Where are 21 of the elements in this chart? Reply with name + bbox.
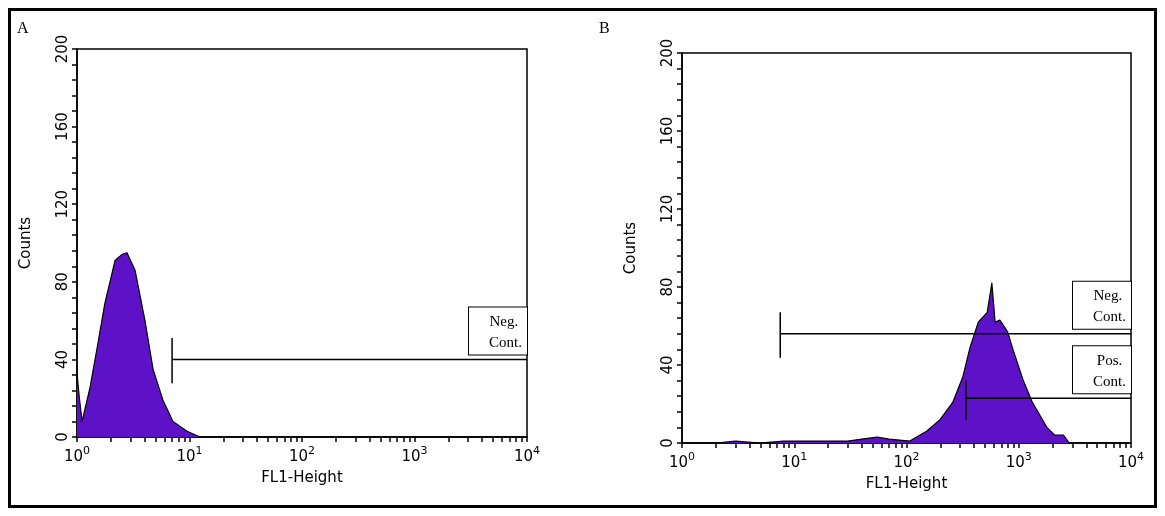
y-axis-title: Counts xyxy=(15,216,34,270)
series-label: Neg. Cont. xyxy=(1093,287,1126,325)
y-tick-label: 160 xyxy=(52,112,71,141)
chart-title: A xyxy=(17,18,29,36)
y-tick-label: 120 xyxy=(657,194,676,224)
y-tick-label: 200 xyxy=(52,34,71,64)
series-label: Neg. Cont. xyxy=(489,312,522,350)
y-tick-label: 80 xyxy=(657,277,676,297)
y-tick-label: 120 xyxy=(52,189,71,219)
x-axis-title: FL1-Height xyxy=(865,473,948,492)
series-label: Pos. Cont. xyxy=(1093,351,1126,389)
y-tick-label: 160 xyxy=(657,116,676,146)
y-tick-label: 80 xyxy=(52,272,71,292)
x-axis-title: FL1-Height xyxy=(261,467,343,486)
y-tick-label: 40 xyxy=(657,355,676,375)
y-tick-label: 0 xyxy=(52,432,71,442)
y-axis-title: Counts xyxy=(620,221,639,275)
y-tick-label: 200 xyxy=(657,38,676,68)
y-tick-label: 0 xyxy=(657,438,676,448)
chart-title: B xyxy=(599,18,610,36)
y-tick-label: 40 xyxy=(52,349,71,369)
